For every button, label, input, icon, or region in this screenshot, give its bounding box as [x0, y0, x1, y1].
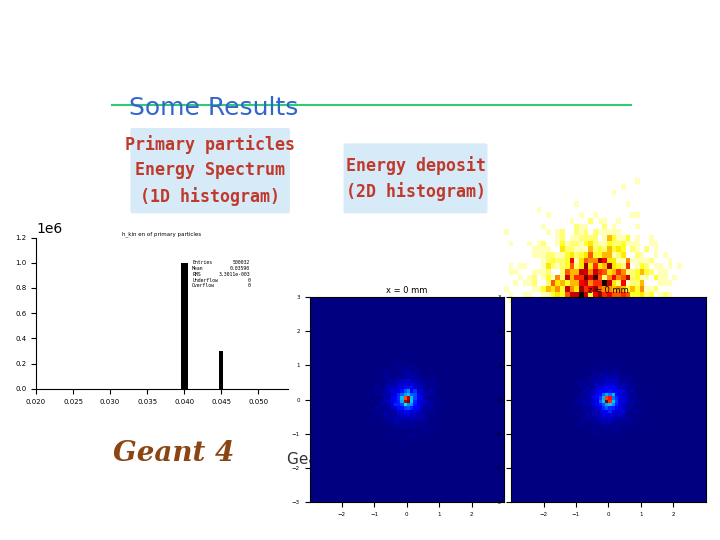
Title: x = 0 mm: x = 0 mm — [386, 286, 428, 295]
Title: z = 0 mm: z = 0 mm — [588, 286, 629, 295]
Text: Geant 4: Geant 4 — [113, 440, 235, 467]
Bar — [181, 263, 188, 389]
Title: h_kin en of primary particles: h_kin en of primary particles — [122, 231, 202, 237]
Bar — [220, 351, 223, 389]
FancyBboxPatch shape — [344, 144, 487, 213]
FancyBboxPatch shape — [131, 129, 289, 213]
Text: Energy deposit
(2D histogram): Energy deposit (2D histogram) — [346, 156, 485, 201]
Text: Primary particles
Energy Spectrum
(1D histogram): Primary particles Energy Spectrum (1D hi… — [125, 136, 295, 206]
Text: Some Results: Some Results — [129, 96, 298, 119]
Text: Entries
Mean
RMS
Underflow
Overflow: Entries Mean RMS Underflow Overflow — [192, 260, 218, 288]
Text: Geant4 Training 2003: Geant4 Training 2003 — [287, 452, 451, 467]
Text: 500032
0.03590
3.3011e-003
0
0: 500032 0.03590 3.3011e-003 0 0 — [219, 260, 251, 288]
